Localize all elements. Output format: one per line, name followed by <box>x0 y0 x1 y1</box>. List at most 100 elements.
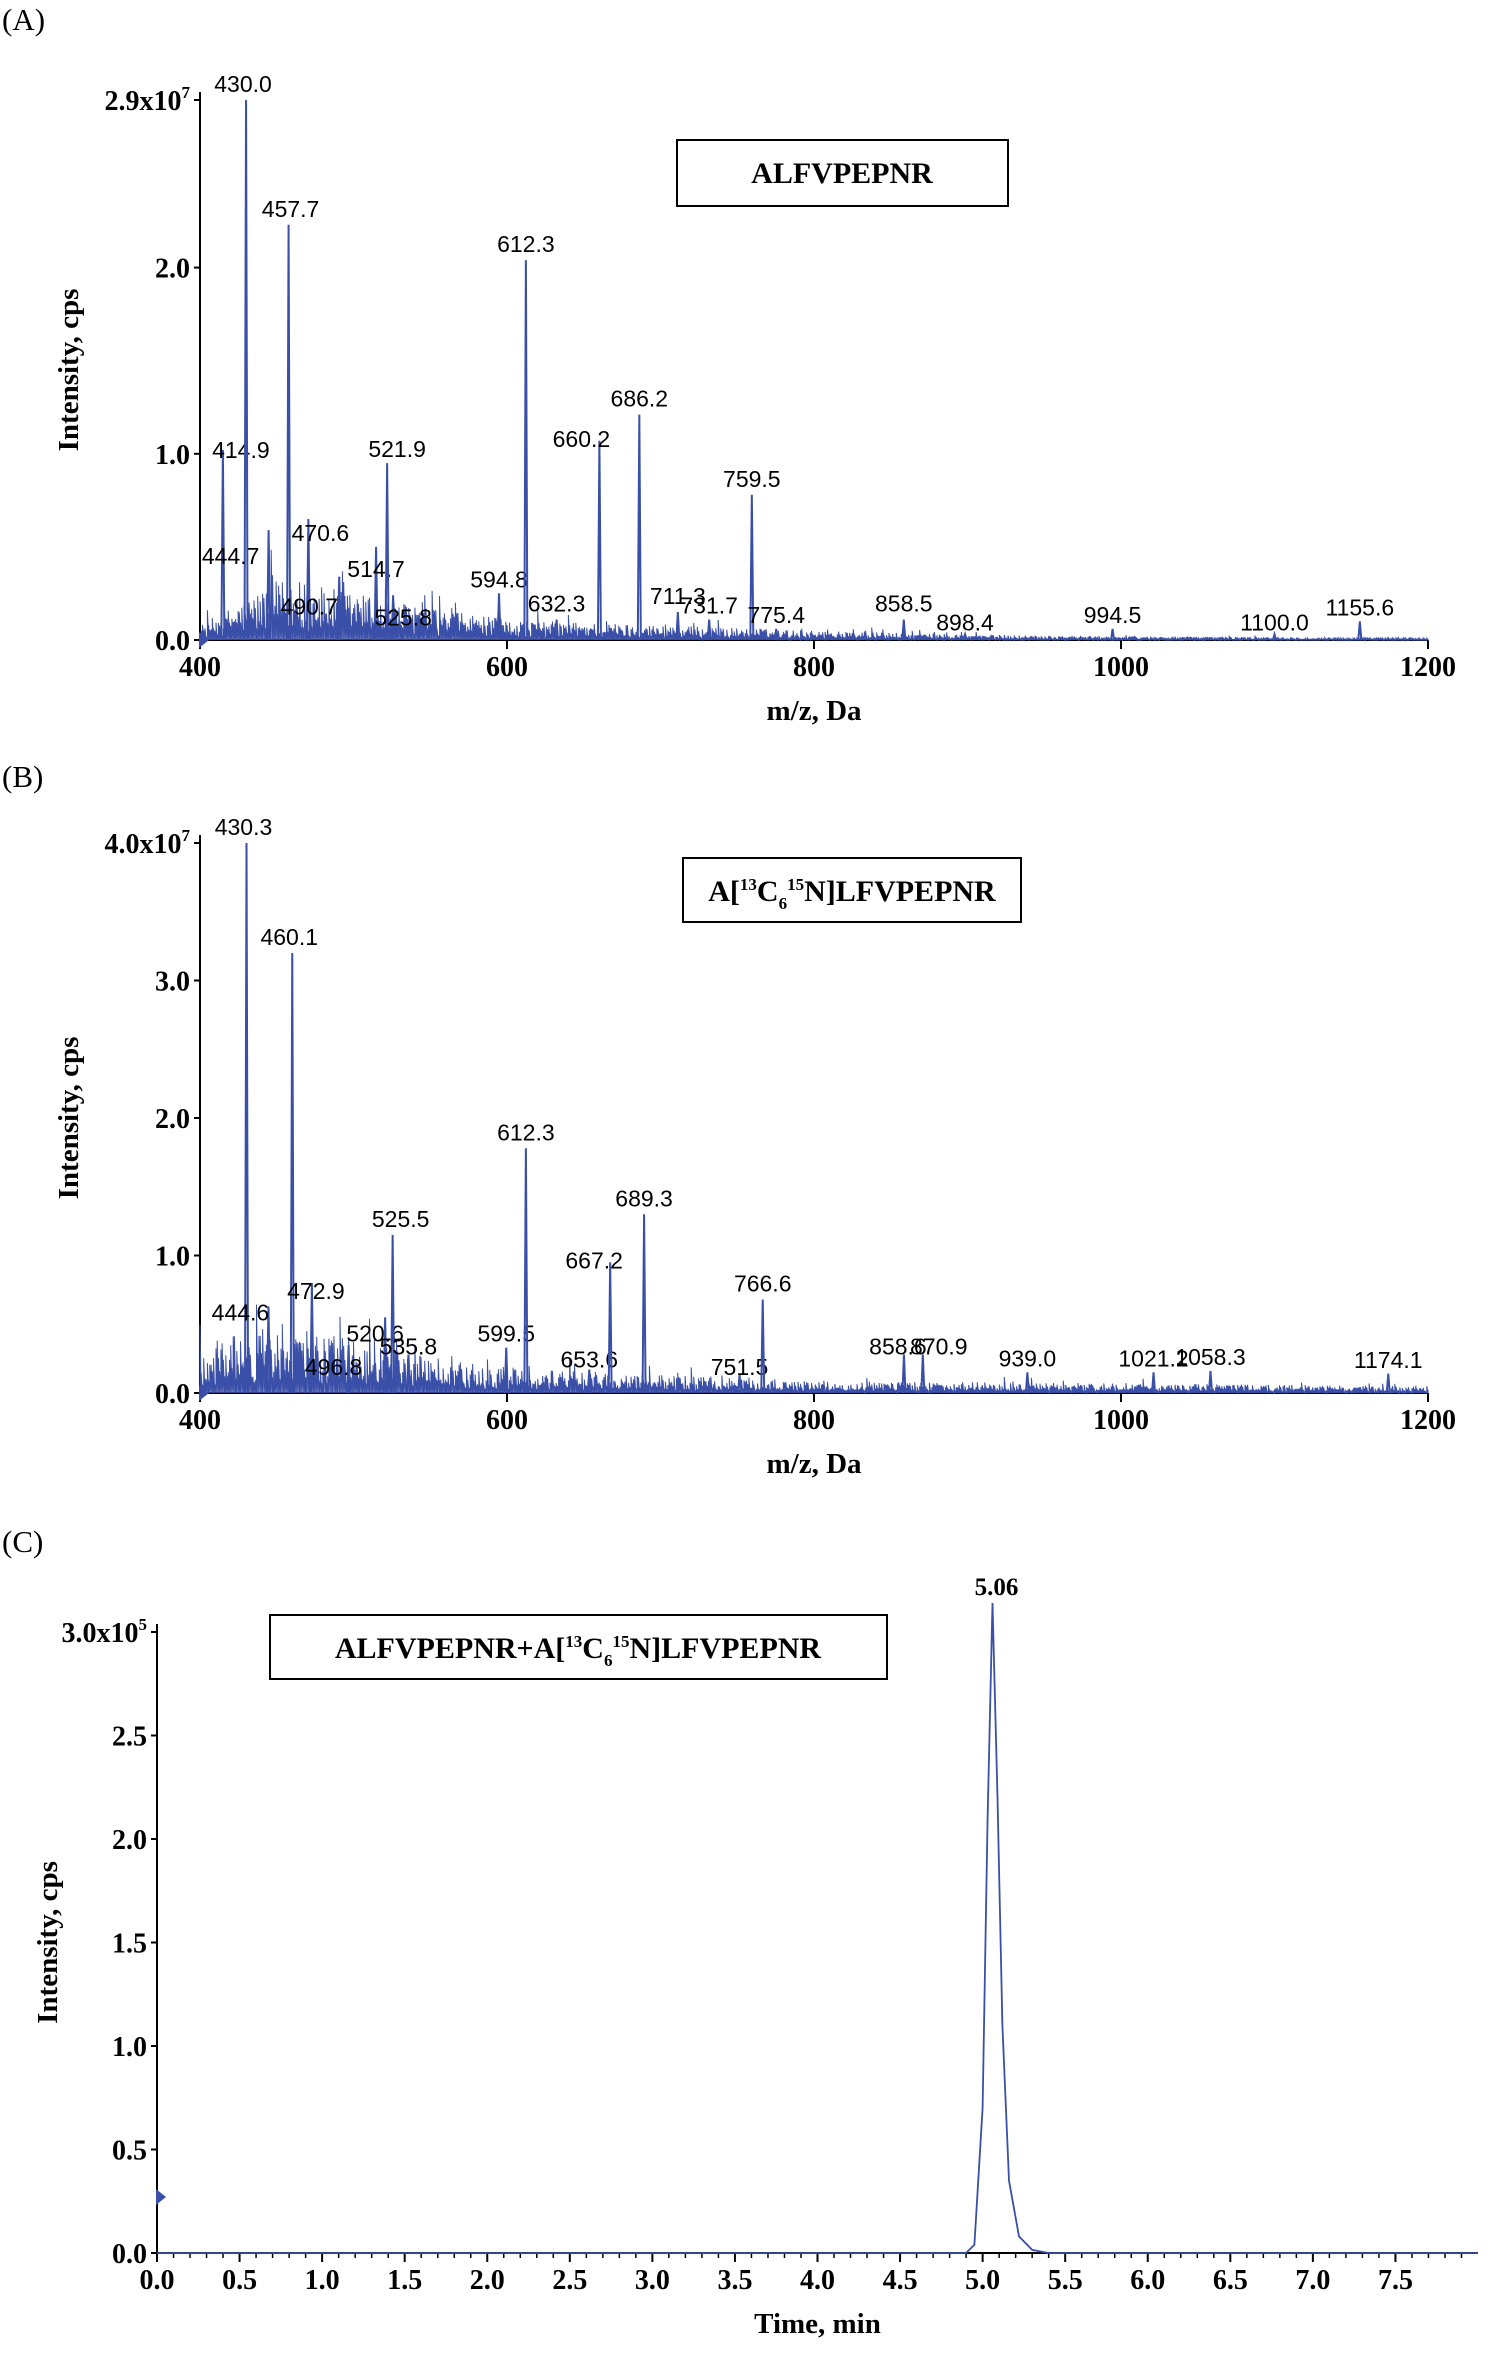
a-peak <box>636 414 642 641</box>
a-x-tick-label: 1000 <box>1093 652 1149 683</box>
c-y-tick-label: 1.0 <box>112 2032 147 2063</box>
b-peak <box>1207 1370 1213 1394</box>
b-peak <box>920 1354 926 1394</box>
a-peak <box>390 595 396 641</box>
b-peak <box>607 1262 613 1394</box>
b-y-tick-label: 1.0 <box>155 1242 190 1273</box>
c-x-tick-label: 6.5 <box>1213 2265 1248 2296</box>
panel-a-tag: (A) <box>2 2 45 37</box>
c-x-tick-label: 7.5 <box>1378 2265 1413 2296</box>
b-peak-label: 1058.3 <box>1175 1344 1245 1370</box>
a-x-tick-label: 400 <box>179 652 221 683</box>
b-peak-label: 667.2 <box>565 1247 623 1273</box>
a-peak-label: 898.4 <box>936 609 994 635</box>
c-x-tick-label: 5.0 <box>965 2265 1000 2296</box>
c-x-tick-label: 1.0 <box>305 2265 340 2296</box>
a-peak-label: 521.9 <box>368 436 426 462</box>
b-peak-label: 444.6 <box>212 1299 270 1325</box>
panel-b: (B) A[13C615N]LFVPEPNR 400 600 800 1000 1200… <box>2 759 1456 1480</box>
a-peak-label: 759.5 <box>723 466 781 492</box>
a-peak-label: 470.6 <box>292 520 350 546</box>
a-peak <box>749 494 755 641</box>
b-noise-trace <box>199 1304 1429 1395</box>
b-y-tick-label: 4.0x107 <box>105 826 191 860</box>
a-y-axis-title: Intensity, cps <box>53 289 85 452</box>
b-peak-label: 858.6 <box>869 1334 927 1360</box>
a-y-tick-label: 2.0 <box>155 254 190 285</box>
b-peak <box>309 1282 315 1394</box>
b-peak <box>523 1148 529 1394</box>
b-peak <box>737 1375 743 1394</box>
a-peak-label: 1100.0 <box>1240 609 1309 635</box>
c-x-tick-label: 3.5 <box>717 2265 752 2296</box>
b-peak <box>1385 1373 1391 1394</box>
panel-b-title: A[13C615N]LFVPEPNR <box>708 875 996 913</box>
a-peak <box>496 593 502 641</box>
c-x-tick-label: 2.0 <box>470 2265 505 2296</box>
c-x-tick-label: 6.0 <box>1130 2265 1165 2296</box>
panel-c: (C) ALFVPEPNR+A[13C615N]LFVPEPNR 0.0 0.5 1… <box>2 1524 1478 2340</box>
b-peak-label: 472.9 <box>287 1278 345 1304</box>
c-x-tick-label: 2.5 <box>552 2265 587 2296</box>
c-x-tick-label: 5.5 <box>1048 2265 1083 2296</box>
a-peak <box>305 518 311 641</box>
panel-a-title-box <box>676 139 1009 207</box>
a-peak <box>384 463 390 641</box>
a-x-tick-label: 1200 <box>1400 652 1456 683</box>
b-peak-label: 430.3 <box>215 814 273 840</box>
a-peak-label: 775.4 <box>747 602 805 628</box>
a-peak <box>373 546 379 641</box>
c-x-tick-label: 0.5 <box>222 2265 257 2296</box>
b-peak <box>586 1369 592 1394</box>
b-peak-label: 525.5 <box>372 1206 430 1232</box>
b-peak <box>390 1234 396 1394</box>
panel-b-title-box <box>682 857 1022 923</box>
c-y-axis-title: Intensity, cps <box>32 1861 64 2024</box>
b-peak-label: 766.6 <box>734 1271 792 1297</box>
b-peak <box>641 1214 647 1394</box>
b-y-tick-label: 3.0 <box>155 967 190 998</box>
a-y-tick-label: 2.9x107 <box>105 83 191 117</box>
a-peak-label: 686.2 <box>611 386 669 412</box>
a-peak <box>1110 628 1116 641</box>
c-baseline-marker <box>156 2189 166 2205</box>
a-peak-label: 514.7 <box>347 556 405 582</box>
a-peak <box>523 260 529 641</box>
c-x-tick-label: 1.5 <box>387 2265 422 2296</box>
a-peak-label: 711.3 <box>650 583 706 609</box>
a-peak <box>773 628 779 641</box>
a-peak <box>336 576 342 641</box>
b-x-tick-label: 1200 <box>1400 1405 1456 1436</box>
a-peak <box>1357 621 1363 641</box>
b-peak-label: 1174.1 <box>1354 1347 1423 1373</box>
b-peak-label: 751.5 <box>711 1354 769 1380</box>
panel-a-title: ALFVPEPNR <box>751 157 933 190</box>
b-peak <box>760 1299 766 1394</box>
a-peak-label: 457.7 <box>262 196 320 222</box>
panel-c-title-box <box>269 1614 888 1680</box>
b-x-tick-label: 400 <box>179 1405 221 1436</box>
b-peak-label: 460.1 <box>260 924 318 950</box>
b-peak-label: 612.3 <box>497 1119 555 1145</box>
a-peak <box>596 440 602 641</box>
panel-a: (A) ALFVPEPNR 400 600 800 1000 1200 0.0 1.0 2.0… <box>2 2 1456 727</box>
b-peak <box>382 1317 388 1394</box>
a-peak <box>706 619 712 641</box>
b-peak <box>1151 1372 1157 1394</box>
panel-b-tag: (B) <box>2 759 43 794</box>
c-y-tick-label: 3.0x105 <box>62 1615 148 1649</box>
b-peak-label: 689.3 <box>615 1185 673 1211</box>
a-peak-label: 731.7 <box>680 593 738 619</box>
a-peak <box>220 450 226 641</box>
c-x-tick-label: 0.0 <box>140 2265 175 2296</box>
a-peak-label: 594.8 <box>470 566 528 592</box>
b-peak-label: 535.8 <box>380 1334 438 1360</box>
a-peak-label: 660.2 <box>553 426 611 452</box>
b-x-tick-label: 800 <box>793 1405 835 1436</box>
c-y-tick-label: 2.5 <box>112 1722 147 1753</box>
b-peak-label: 870.9 <box>910 1334 968 1360</box>
c-chromatogram-trace <box>157 1602 1478 2254</box>
a-peak-label: 994.5 <box>1084 602 1142 628</box>
a-peak-label: 444.7 <box>202 543 260 569</box>
